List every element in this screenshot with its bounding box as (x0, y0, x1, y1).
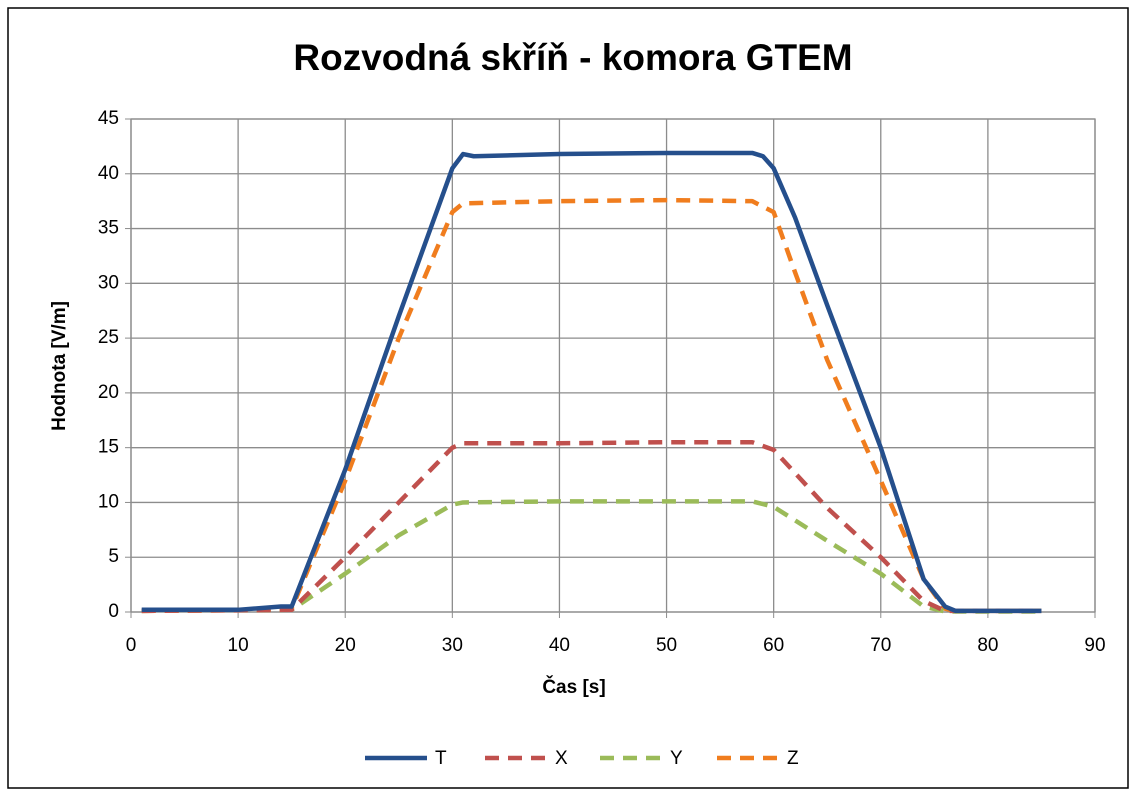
x-tick-label: 10 (228, 635, 249, 656)
series-line (141, 197, 1042, 614)
x-tick-label: 20 (335, 635, 356, 656)
legend-label: Z (787, 748, 799, 769)
x-tick-label: 30 (442, 635, 463, 656)
chart-border (7, 7, 1129, 789)
y-tick-label: 10 (98, 491, 119, 512)
x-tick-label: 60 (763, 635, 784, 656)
x-tick-label: 90 (1084, 635, 1105, 656)
y-tick-label: 45 (98, 108, 119, 129)
plot-border (130, 118, 1096, 613)
x-tick-label: 70 (870, 635, 891, 656)
y-tick-label: 15 (98, 437, 119, 458)
y-tick-label: 5 (108, 546, 119, 567)
x-tick-label: 40 (549, 635, 570, 656)
legend-label: T (435, 748, 447, 769)
x-tick-label: 80 (977, 635, 998, 656)
legend-label: X (555, 748, 568, 769)
x-tick-label: 0 (126, 635, 137, 656)
chart-title: Rozvodná skříň - komora GTEM (293, 37, 852, 78)
y-tick-label: 35 (98, 218, 119, 239)
legend-label: Y (670, 748, 683, 769)
series-line (141, 499, 1042, 614)
y-tick-label: 0 (108, 601, 119, 622)
y-axis-title: Hodnota [V/m] (49, 301, 70, 431)
y-tick-label: 30 (98, 272, 119, 293)
y-tick-label: 40 (98, 163, 119, 184)
y-tick-label: 20 (98, 382, 119, 403)
y-tick-label: 25 (98, 327, 119, 348)
x-tick-label: 50 (656, 635, 677, 656)
x-axis-title: Čas [s] (542, 676, 605, 698)
series-line (141, 150, 1042, 614)
